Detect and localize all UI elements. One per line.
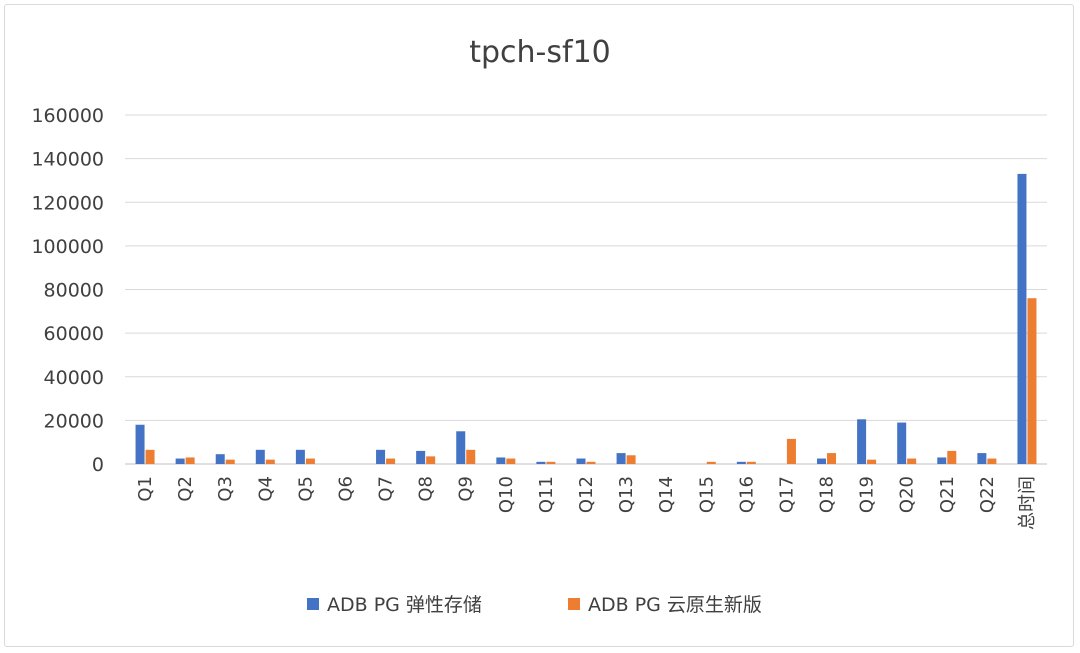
bar-series1-Q16 [736,461,746,464]
bar-series2-Q8 [426,456,436,464]
bar-series1-Q22 [977,453,987,464]
bar-series1-Q13 [616,453,626,464]
y-tick-label: 0 [92,454,104,476]
bar-series2-Q9 [466,449,476,464]
bar-series2-Q22 [987,458,997,464]
legend-label: ADB PG 弹性存储 [327,594,482,616]
x-tick-label: Q16 [736,476,757,513]
x-tick-label: Q6 [335,476,356,502]
bar-series2-Q21 [947,450,957,464]
x-tick-label: Q17 [776,476,797,513]
x-tick-label: Q14 [656,476,677,513]
bars [135,173,1037,465]
y-tick-label: 100000 [31,236,104,258]
bar-series2-Q15 [706,461,716,464]
x-tick-label: Q10 [496,476,517,513]
legend-swatch [307,598,319,610]
bar-series1-Q12 [576,458,586,464]
chart-frame [4,4,1074,647]
bar-series2-Q13 [626,455,636,464]
bar-series1-Q19 [857,419,867,464]
y-tick-label: 40000 [44,367,104,389]
y-axis: 0 20000 40000 60000 80000 100000 120000 140000 1… [31,105,104,476]
bar-series2-总时间 [1027,298,1037,464]
x-tick-label: Q19 [857,476,878,513]
x-tick-label: Q9 [456,476,477,502]
bar-series2-Q10 [506,458,516,464]
bar-series2-Q7 [386,458,396,464]
chart-title: tpch-sf10 [469,35,611,70]
bar-series2-Q19 [867,459,877,464]
x-tick-label: Q3 [215,476,236,502]
y-tick-label: 120000 [31,192,104,214]
legend: ADB PG 弹性存储 ADB PG 云原生新版 [307,594,762,616]
x-tick-label: Q1 [135,476,156,502]
bar-series1-Q9 [456,431,466,464]
bar-series2-Q17 [786,438,796,464]
x-tick-label: Q8 [416,476,437,502]
bar-series1-Q10 [496,457,506,464]
x-axis: Q1 Q2 Q3 Q4 Q5 Q6 Q7 Q8 Q9 Q10 Q11 Q12 Q13 Q14 Q15 Q16 Q… [135,476,1038,530]
bar-series1-Q11 [536,461,546,464]
y-tick-label: 160000 [31,105,104,127]
bar-series2-Q20 [907,458,917,464]
bar-series1-Q4 [255,449,265,464]
bar-series1-Q20 [897,422,907,464]
x-tick-label: Q15 [696,476,717,513]
bar-series2-Q12 [586,461,596,464]
x-tick-label: Q5 [295,476,316,502]
bar-series1-Q21 [937,457,947,464]
bar-series2-Q5 [305,458,315,464]
bar-series2-Q2 [185,457,195,464]
bar-series2-Q16 [746,461,756,464]
bar-series1-Q3 [215,454,225,464]
bar-series2-Q4 [265,459,275,464]
bar-series1-Q1 [135,424,145,464]
bar-series1-Q7 [376,449,386,464]
x-tick-label: 总时间 [1017,476,1038,530]
x-tick-label: Q12 [576,476,597,513]
x-tick-label: Q4 [255,476,276,502]
bar-series2-Q1 [145,449,155,464]
y-tick-label: 80000 [44,280,104,302]
grid-lines [125,114,1047,465]
bar-series1-Q2 [175,458,185,464]
bar-series1-总时间 [1017,173,1027,465]
legend-label: ADB PG 云原生新版 [588,594,762,616]
x-tick-label: Q22 [977,476,998,513]
x-tick-label: Q2 [175,476,196,502]
x-tick-label: Q13 [616,476,637,513]
x-tick-label: Q20 [897,476,918,513]
x-tick-label: Q21 [937,476,958,513]
bar-series1-Q18 [817,458,827,464]
y-tick-label: 60000 [44,323,104,345]
bar-series2-Q3 [225,459,235,464]
y-tick-label: 20000 [44,410,104,432]
bar-series1-Q8 [416,450,426,464]
x-tick-label: Q11 [536,476,557,513]
y-tick-label: 140000 [31,149,104,171]
x-tick-label: Q7 [376,476,397,502]
bar-series1-Q5 [295,449,305,464]
legend-swatch [568,598,580,610]
x-tick-label: Q18 [817,476,838,513]
bar-series2-Q11 [546,461,556,464]
bar-series2-Q18 [827,453,837,464]
